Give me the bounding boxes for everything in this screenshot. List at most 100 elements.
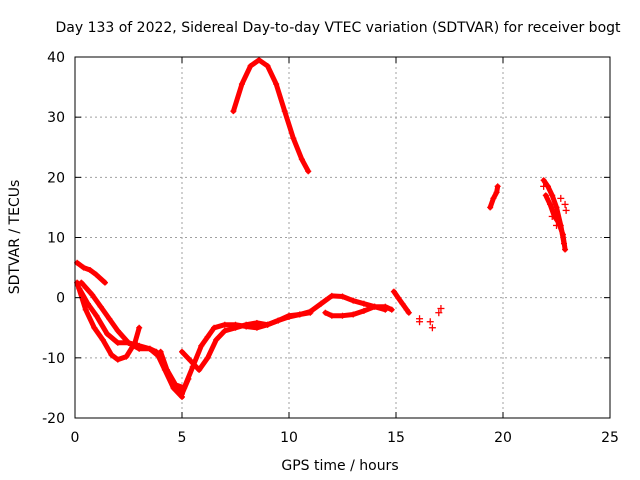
- data-point: [221, 321, 228, 328]
- y-tick-label: 40: [47, 50, 65, 66]
- data-point: [350, 311, 357, 318]
- data-point: [104, 330, 111, 337]
- series-arc-8: [230, 57, 312, 175]
- series-pts-22h: [540, 182, 570, 229]
- x-tick-label: 25: [601, 430, 619, 446]
- data-point: [559, 231, 566, 238]
- data-point: [490, 195, 497, 202]
- data-point: [86, 266, 93, 273]
- data-point: [416, 318, 424, 326]
- data-point: [371, 303, 378, 310]
- data-point: [253, 319, 260, 326]
- data-point: [97, 303, 104, 310]
- x-tick-label: 20: [494, 430, 512, 446]
- y-tick-label: 0: [56, 291, 65, 307]
- data-point: [157, 348, 164, 355]
- data-point: [437, 304, 445, 312]
- data-point: [164, 366, 171, 373]
- data-point: [211, 324, 218, 331]
- data-point: [136, 345, 143, 352]
- data-point: [84, 300, 91, 307]
- axis-ticks: 0 5 10 15 20 25 -20 -10 0 10 20 30 40: [42, 50, 619, 446]
- data-point: [328, 292, 335, 299]
- data-point: [230, 108, 237, 115]
- data-point: [405, 309, 412, 316]
- series-arc-19h: [487, 183, 501, 211]
- data-point: [76, 285, 83, 292]
- data-point: [172, 381, 179, 388]
- data-point: [562, 206, 570, 214]
- data-point: [275, 317, 282, 324]
- series-trace: [230, 57, 311, 174]
- data-point: [557, 194, 565, 202]
- data-point: [179, 390, 185, 397]
- x-tick-label: 10: [280, 430, 298, 446]
- x-tick-label: 5: [178, 430, 187, 446]
- data-point: [428, 324, 436, 332]
- data-point: [204, 333, 211, 340]
- data-point: [322, 309, 329, 316]
- data-point: [232, 324, 239, 331]
- data-point: [114, 327, 121, 334]
- data-point: [136, 324, 143, 331]
- data-point: [204, 354, 211, 361]
- data-point: [78, 279, 85, 286]
- data-point: [339, 293, 346, 300]
- data-point: [89, 291, 96, 298]
- data-point: [243, 321, 250, 328]
- data-point: [553, 204, 560, 211]
- data-point: [487, 204, 494, 211]
- data-point: [108, 351, 115, 358]
- data-point: [298, 156, 305, 163]
- data-point: [247, 63, 254, 70]
- data-point: [395, 294, 402, 301]
- data-point: [196, 366, 203, 373]
- series-arc-9: [390, 288, 412, 316]
- data-point: [114, 356, 121, 363]
- data-point: [91, 324, 98, 331]
- data-point: [101, 279, 108, 286]
- data-point: [296, 311, 303, 318]
- data-point: [307, 308, 314, 315]
- series-arc-7: [322, 303, 395, 319]
- x-tick-label: 0: [71, 430, 80, 446]
- series-arc-6: [179, 292, 389, 373]
- data-point: [548, 212, 556, 220]
- x-axis-label: GPS time / hours: [281, 458, 398, 474]
- data-point: [382, 303, 389, 310]
- data-point: [305, 168, 312, 175]
- data-point: [198, 342, 205, 349]
- y-tick-label: -10: [42, 351, 65, 367]
- data-point: [179, 348, 185, 355]
- data-point: [435, 309, 443, 317]
- data-point: [273, 81, 280, 88]
- data-point: [318, 300, 325, 307]
- data-point: [403, 306, 410, 313]
- data-point: [553, 221, 560, 229]
- data-point: [82, 306, 89, 313]
- data-point: [494, 183, 501, 190]
- grid: [75, 57, 610, 418]
- data-point: [80, 264, 87, 271]
- data-point: [360, 307, 367, 314]
- data-point: [540, 182, 548, 190]
- data-point: [106, 315, 113, 322]
- data-point: [549, 192, 556, 199]
- data-point: [399, 300, 406, 307]
- data-point: [286, 313, 292, 320]
- data-point: [123, 353, 130, 360]
- data-point: [360, 300, 367, 307]
- y-tick-label: -20: [42, 411, 65, 427]
- data-point: [93, 312, 100, 319]
- data-point: [281, 108, 288, 115]
- y-tick-label: 10: [47, 231, 65, 247]
- y-tick-label: 30: [47, 110, 65, 126]
- data-point: [187, 357, 194, 364]
- data-point: [99, 336, 106, 343]
- data-point: [256, 57, 263, 64]
- series-pts-16h: [416, 304, 445, 332]
- data-point: [290, 135, 297, 142]
- data-point: [146, 345, 153, 352]
- data-point: [388, 306, 395, 313]
